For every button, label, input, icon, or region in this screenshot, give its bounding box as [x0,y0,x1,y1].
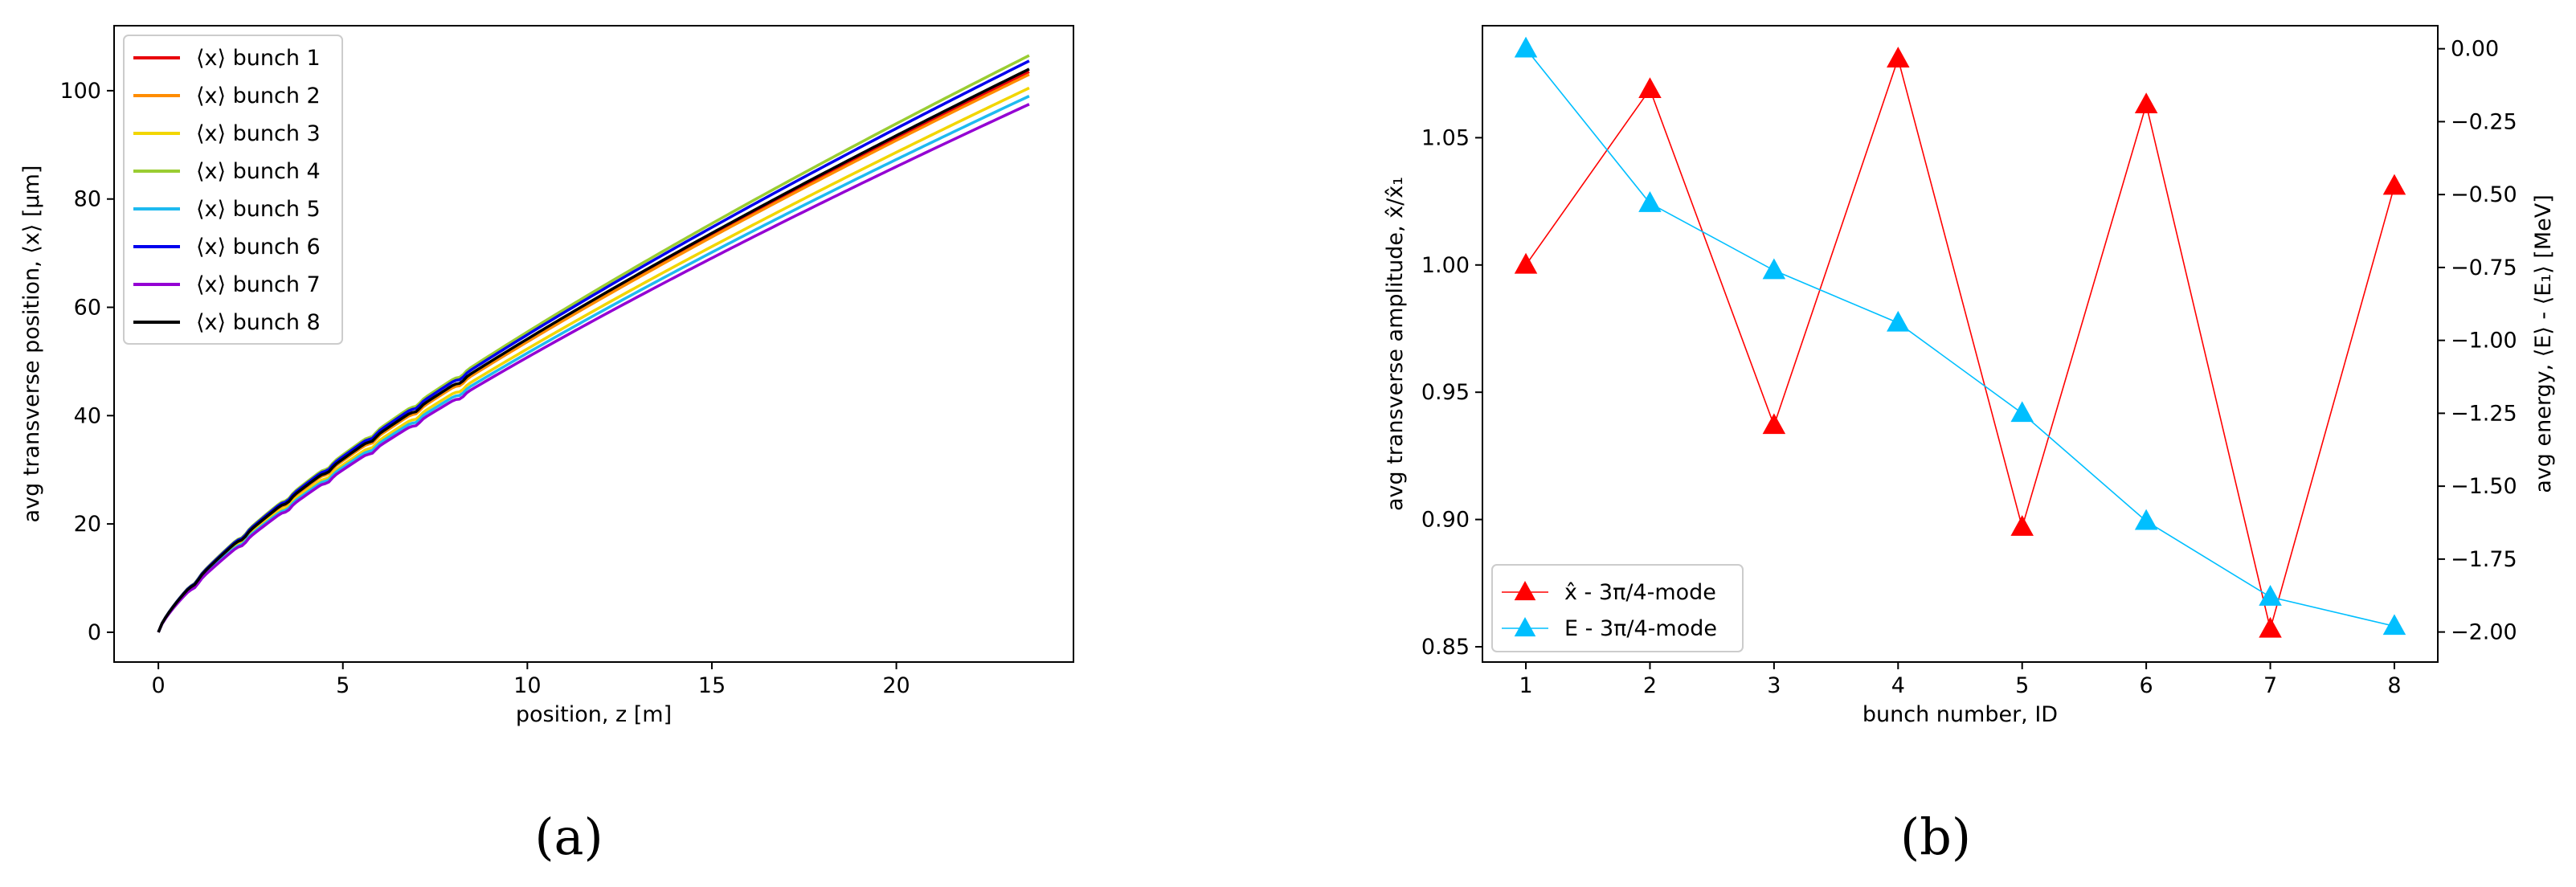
a-y-tick-label: 20 [74,512,101,537]
b-amplitude-line [1525,56,2395,632]
b-right-y-tick-label: −1.00 [2451,329,2517,354]
b-right-y-tick-label: −2.00 [2451,620,2517,645]
b-x-tick-label: 1 [1519,673,1532,698]
a-series-line-bunch-6 [157,59,1030,633]
b-x-tick-label: 3 [1767,673,1781,698]
b-legend-marker-amplitude [1514,581,1536,601]
b-right-y-tick-label: 0.00 [2451,37,2499,62]
b-x-tick-label: 8 [2387,673,2401,698]
b-energy-line [1525,48,2395,627]
a-legend-label-bunch-5: ⟨x⟩ bunch 5 [196,197,321,222]
a-legend: ⟨x⟩ bunch 1 ⟨x⟩ bunch 2 ⟨x⟩ bunch 3 ⟨x⟩ bun… [123,35,343,345]
b-x-axis-label: bunch number, ID [1862,702,2058,727]
b-x-tick-label: 2 [1643,673,1657,698]
a-legend-box [123,35,343,345]
a-series-line-bunch-5 [157,95,1030,633]
a-legend-label-bunch-4: ⟨x⟩ bunch 4 [196,159,321,184]
a-legend-label-bunch-6: ⟨x⟩ bunch 6 [196,235,321,260]
b-energy-marker-5 [2010,401,2034,423]
b-right-y-tick-label: −0.25 [2451,109,2517,134]
b-left-y-tick-label: 1.05 [1421,125,1470,150]
b-amplitude-marker-1 [1514,252,1538,274]
b-x-tick-label: 7 [2263,673,2277,698]
b-right-y-axis-label: avg energy, ⟨E⟩ - ⟨E₁⟩ [MeV] [2531,194,2556,493]
b-left-y-tick-label: 0.85 [1421,635,1470,660]
a-ticks: 0 5 10 15 20 0 20 40 60 80 100 [59,79,910,698]
b-x-tick-label: 6 [2140,673,2153,698]
b-energy-marker-2 [1638,191,1662,212]
a-y-axis-label: avg transverse position, ⟨x⟩ [μm] [19,166,44,523]
a-series-line-bunch-8 [157,67,1030,633]
a-series-lines [157,54,1030,633]
b-amplitude-marker-6 [2134,92,2158,114]
b-energy-marker-3 [1762,258,1786,280]
b-amplitude-marker-2 [1638,77,1662,98]
b-energy-marker-1 [1514,36,1538,58]
panel-label-b: (b) [1900,807,1971,866]
a-legend-label-bunch-2: ⟨x⟩ bunch 2 [196,84,321,108]
b-legend-label-amplitude: x̂ - 3π/4-mode [1564,580,1716,605]
a-x-axis-label: position, z [m] [516,702,672,727]
a-y-tick-label: 40 [74,403,101,428]
a-y-tick-label: 80 [74,187,101,212]
b-right-y-tick-label: −0.50 [2451,182,2517,207]
b-energy-marker-7 [2259,585,2282,606]
a-y-tick-label: 60 [74,296,101,321]
a-series-line-bunch-3 [157,86,1030,633]
b-energy-marker-4 [1887,310,1910,332]
b-amplitude-marker-7 [2259,616,2282,638]
b-right-y-tick-label: −1.75 [2451,547,2517,572]
b-energy-marker-6 [2134,509,2158,530]
chart-a: 0 5 10 15 20 0 20 40 60 80 100 position, z [m] avg… [19,25,1074,727]
a-legend-label-bunch-8: ⟨x⟩ bunch 8 [196,310,321,335]
b-right-y-tick-label: −0.75 [2451,255,2517,280]
a-y-tick-label: 100 [59,79,101,104]
a-plot-frame [113,25,1074,663]
b-legend: x̂ - 3π/4-mode E - 3π/4-mode [1491,564,1744,652]
a-legend-label-bunch-1: ⟨x⟩ bunch 1 [196,46,321,71]
b-energy-marker-8 [2382,614,2406,636]
b-legend-label-energy: E - 3π/4-mode [1564,616,1717,641]
b-amplitude-marker-3 [1762,413,1786,435]
b-x-tick-label: 4 [1891,673,1905,698]
a-x-tick-label: 0 [152,673,166,698]
b-amplitude-marker-4 [1887,47,1910,67]
b-left-y-tick-label: 0.95 [1421,380,1470,405]
a-x-tick-label: 20 [882,673,910,698]
a-legend-label-bunch-7: ⟨x⟩ bunch 7 [196,272,321,297]
a-x-tick-label: 10 [513,673,541,698]
b-series [1514,36,2406,638]
b-legend-box [1491,564,1744,652]
b-left-y-tick-label: 0.90 [1421,508,1470,533]
b-legend-marker-energy [1514,617,1536,637]
chart-b: 1 2 3 4 5 6 7 8 0.85 0.90 0.95 1.00 1.05 0.00 −0.25 −0.… [1383,25,2556,727]
panel-label-a: (a) [534,807,603,866]
b-amplitude-marker-8 [2382,174,2406,195]
a-legend-label-bunch-3: ⟨x⟩ bunch 3 [196,121,321,146]
b-right-y-tick-label: −1.50 [2451,474,2517,499]
b-plot-frame [1482,25,2439,663]
a-x-tick-label: 5 [336,673,350,698]
b-left-y-axis-label: avg transverse amplitude, x̂/x̂₁ [1383,177,1408,511]
b-right-y-tick-label: −1.25 [2451,401,2517,426]
b-amplitude-marker-5 [2010,515,2034,536]
a-y-tick-label: 0 [88,620,101,645]
a-series-line-bunch-7 [157,103,1030,633]
b-x-tick-label: 5 [2015,673,2029,698]
a-x-tick-label: 15 [698,673,726,698]
b-ticks: 1 2 3 4 5 6 7 8 0.85 0.90 0.95 1.00 1.05 0.00 −0.25 −0.… [1421,37,2517,698]
b-left-y-tick-label: 1.00 [1421,253,1470,278]
